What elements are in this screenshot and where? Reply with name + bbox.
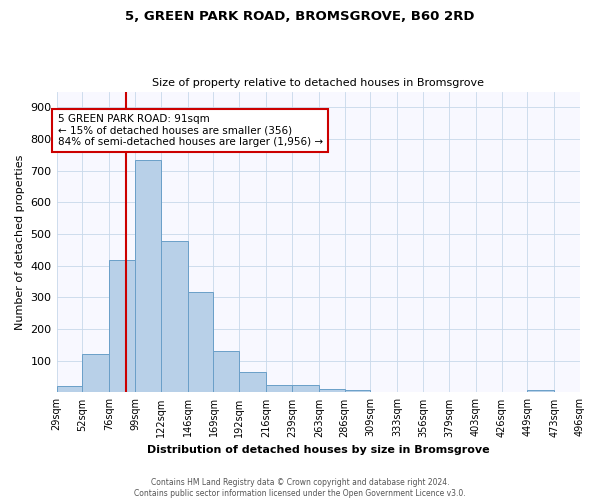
X-axis label: Distribution of detached houses by size in Bromsgrove: Distribution of detached houses by size … <box>147 445 490 455</box>
Title: Size of property relative to detached houses in Bromsgrove: Size of property relative to detached ho… <box>152 78 484 88</box>
Bar <box>214 351 239 393</box>
Bar <box>135 160 161 392</box>
Bar <box>188 292 214 392</box>
Bar <box>527 390 554 392</box>
Bar <box>266 384 292 392</box>
Bar <box>239 372 266 392</box>
Bar <box>109 260 135 392</box>
Bar <box>319 388 344 392</box>
Text: 5, GREEN PARK ROAD, BROMSGROVE, B60 2RD: 5, GREEN PARK ROAD, BROMSGROVE, B60 2RD <box>125 10 475 23</box>
Bar <box>56 386 82 392</box>
Bar <box>292 386 319 392</box>
Text: Contains HM Land Registry data © Crown copyright and database right 2024.
Contai: Contains HM Land Registry data © Crown c… <box>134 478 466 498</box>
Y-axis label: Number of detached properties: Number of detached properties <box>15 154 25 330</box>
Text: 5 GREEN PARK ROAD: 91sqm
← 15% of detached houses are smaller (356)
84% of semi-: 5 GREEN PARK ROAD: 91sqm ← 15% of detach… <box>58 114 323 147</box>
Bar <box>344 390 370 392</box>
Bar <box>82 354 109 393</box>
Bar <box>161 240 188 392</box>
